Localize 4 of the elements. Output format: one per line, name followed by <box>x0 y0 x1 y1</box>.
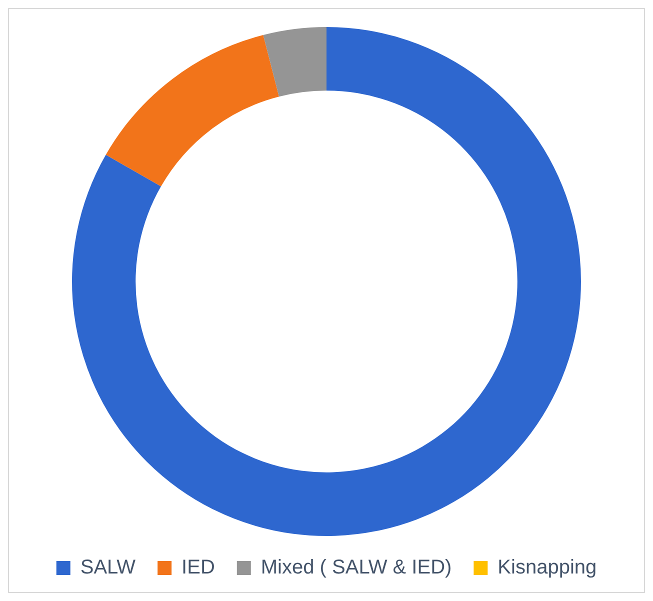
legend-label: Mixed ( SALW & IED) <box>260 556 452 579</box>
legend-label: SALW <box>80 556 136 579</box>
legend-label: IED <box>182 556 215 579</box>
legend-label: Kisnapping <box>498 556 597 579</box>
